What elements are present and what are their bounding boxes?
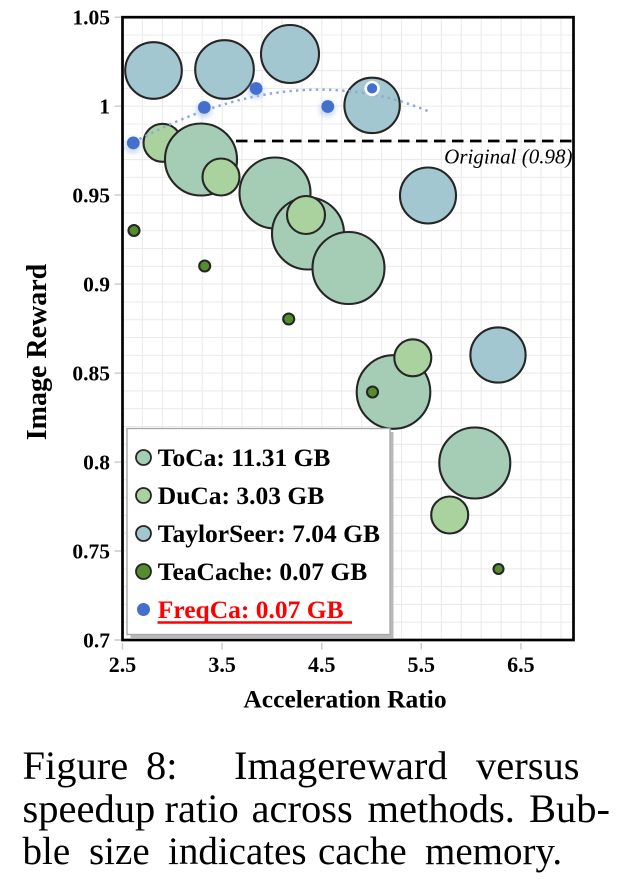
svg-text:1.05: 1.05 [72, 6, 110, 30]
svg-text:Acceleration Ratio: Acceleration Ratio [243, 685, 446, 714]
svg-text:0.85: 0.85 [72, 362, 110, 386]
svg-text:TaylorSeer: 7.04 GB: TaylorSeer: 7.04 GB [158, 519, 380, 548]
svg-text:Image Reward: Image Reward [22, 263, 53, 440]
svg-text:0.8: 0.8 [83, 451, 110, 475]
svg-text:TeaCache: 0.07 GB: TeaCache: 0.07 GB [158, 557, 367, 586]
svg-text:0.7: 0.7 [83, 629, 110, 653]
svg-text:5.5: 5.5 [408, 652, 436, 677]
svg-text:DuCa: 3.03 GB: DuCa: 3.03 GB [158, 481, 324, 510]
svg-text:ToCa: 11.31 GB: ToCa: 11.31 GB [158, 443, 331, 472]
svg-text:Original (0.98): Original (0.98) [444, 145, 572, 169]
svg-text:0.75: 0.75 [72, 540, 110, 564]
svg-text:FreqCa: 0.07 GB: FreqCa: 0.07 GB [158, 595, 344, 624]
svg-text:6.5: 6.5 [507, 652, 535, 677]
svg-text:3.5: 3.5 [208, 652, 236, 677]
svg-text:2.5: 2.5 [109, 652, 137, 677]
svg-text:0.95: 0.95 [72, 184, 110, 208]
svg-text:0.9: 0.9 [83, 273, 110, 297]
svg-text:4.5: 4.5 [308, 652, 336, 677]
svg-text:1: 1 [99, 95, 110, 119]
